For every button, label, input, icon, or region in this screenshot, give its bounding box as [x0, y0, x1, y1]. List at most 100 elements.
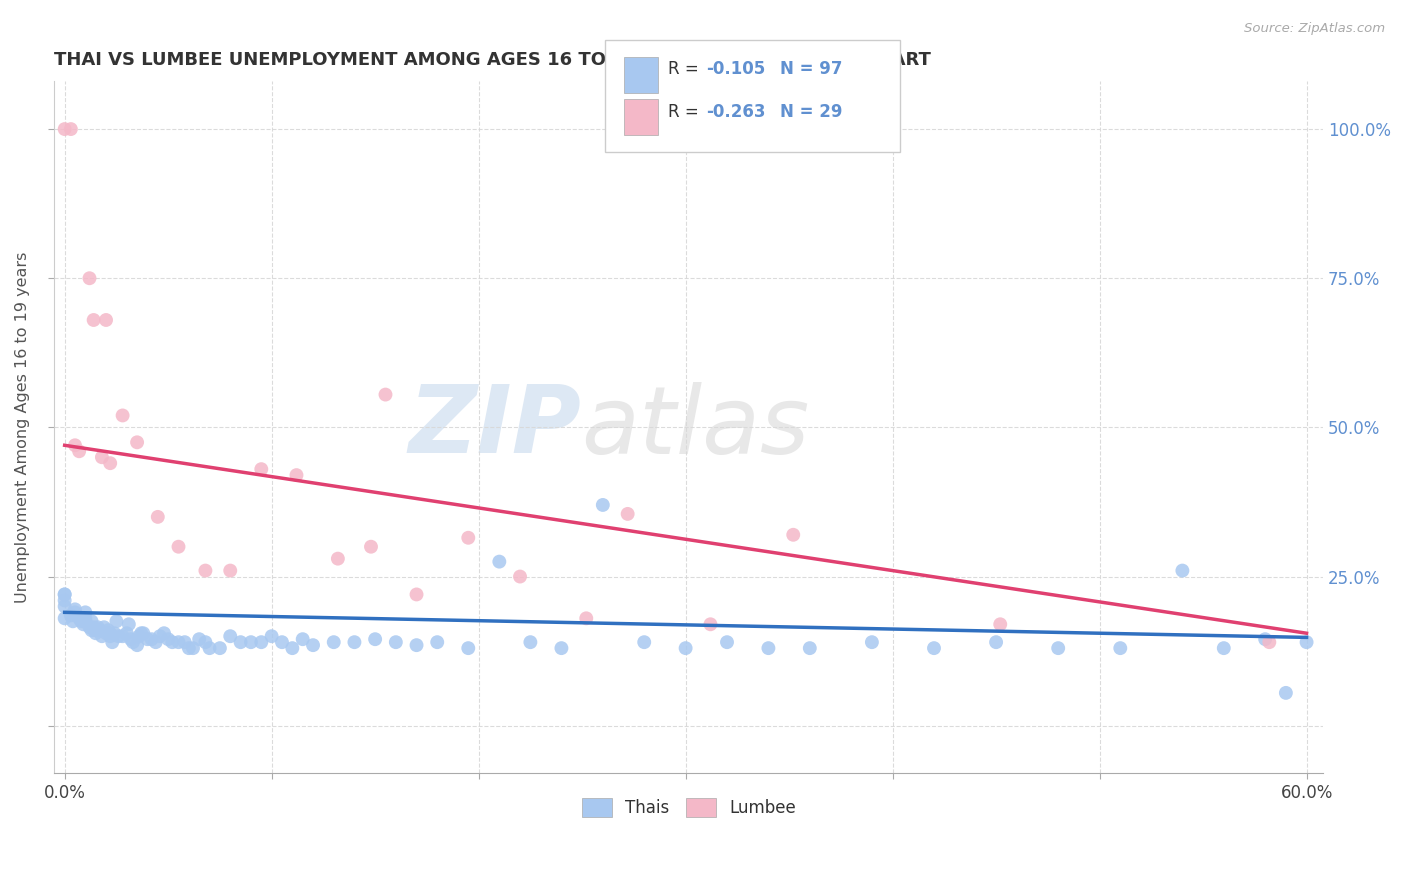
Point [59, 608, 82, 623]
Point [167, 540, 190, 554]
Point [101, 635, 124, 649]
Point [120, 632, 142, 647]
Point [302, 638, 325, 652]
Point [97, 624, 120, 638]
Point [132, 626, 155, 640]
Point [271, 635, 294, 649]
Point [53, 611, 76, 625]
Point [75, 615, 97, 629]
Point [98, 456, 121, 470]
Point [127, 638, 149, 652]
Point [219, 629, 242, 643]
Point [616, 507, 638, 521]
Point [93, 620, 115, 634]
Point [87, 620, 110, 634]
Point [84, 626, 107, 640]
Point [67, 444, 90, 458]
Point [75, 611, 97, 625]
Point [67, 611, 90, 625]
Point [122, 635, 145, 649]
Point [128, 629, 150, 643]
Text: ZIP: ZIP [408, 382, 581, 474]
Point [188, 632, 211, 647]
Text: R =: R = [668, 103, 704, 120]
Point [70, 615, 93, 629]
Point [385, 635, 408, 649]
Text: N = 97: N = 97 [780, 60, 842, 78]
Point [1212, 641, 1234, 656]
Point [129, 626, 152, 640]
Point [98, 626, 121, 640]
Point [59, 122, 82, 136]
Point [75, 605, 97, 619]
Point [405, 587, 427, 601]
Point [162, 635, 184, 649]
Point [72, 617, 94, 632]
Point [457, 531, 479, 545]
Point [322, 635, 344, 649]
Point [633, 635, 655, 649]
Point [364, 632, 387, 647]
Point [80, 624, 103, 638]
Point [62, 615, 84, 629]
Point [84, 624, 107, 638]
Point [360, 540, 382, 554]
Point [145, 635, 167, 649]
Point [488, 555, 510, 569]
Point [127, 435, 149, 450]
Point [575, 611, 598, 625]
Point [149, 629, 172, 643]
Point [53, 587, 76, 601]
Point [111, 409, 134, 423]
Text: N = 29: N = 29 [780, 103, 842, 120]
Text: -0.105: -0.105 [706, 60, 765, 78]
Point [94, 313, 117, 327]
Point [198, 641, 221, 656]
Point [194, 635, 217, 649]
Point [758, 641, 780, 656]
Text: THAI VS LUMBEE UNEMPLOYMENT AMONG AGES 16 TO 19 YEARS CORRELATION CHART: THAI VS LUMBEE UNEMPLOYMENT AMONG AGES 1… [55, 51, 931, 69]
Point [285, 468, 308, 483]
Y-axis label: Unemployment Among Ages 16 to 19 years: Unemployment Among Ages 16 to 19 years [15, 252, 30, 603]
Point [260, 629, 283, 643]
Point [1109, 641, 1132, 656]
Point [83, 620, 105, 634]
Point [83, 313, 105, 327]
Point [157, 632, 180, 647]
Point [136, 632, 159, 647]
Point [281, 641, 304, 656]
Point [63, 438, 86, 452]
Point [107, 629, 129, 643]
Point [53, 122, 76, 136]
Point [1254, 632, 1277, 647]
Point [922, 641, 945, 656]
Point [699, 617, 721, 632]
Point [374, 387, 396, 401]
Point [716, 635, 738, 649]
Point [405, 638, 427, 652]
Point [94, 626, 117, 640]
Point [326, 551, 349, 566]
Point [291, 632, 314, 647]
Point [146, 509, 169, 524]
Point [250, 635, 273, 649]
Legend: Thais, Lumbee: Thais, Lumbee [575, 791, 803, 824]
Point [79, 271, 101, 285]
Point [194, 564, 217, 578]
Point [118, 617, 141, 632]
Point [782, 528, 804, 542]
Point [181, 641, 204, 656]
Point [1171, 564, 1194, 578]
Point [177, 641, 200, 656]
Point [75, 615, 97, 629]
Point [79, 620, 101, 634]
Point [457, 641, 479, 656]
Point [53, 587, 76, 601]
Point [229, 635, 252, 649]
Point [219, 564, 242, 578]
Text: R =: R = [668, 60, 704, 78]
Point [239, 635, 262, 649]
Point [173, 635, 195, 649]
Point [167, 635, 190, 649]
Point [89, 624, 111, 638]
